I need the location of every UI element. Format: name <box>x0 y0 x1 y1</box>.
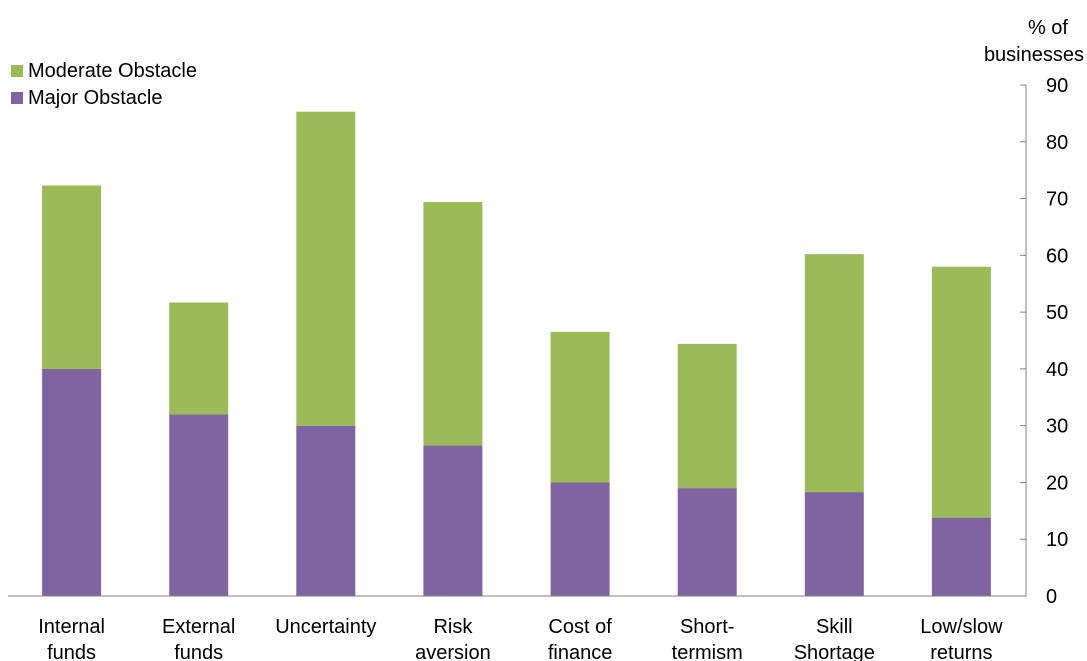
bar-major-obstacle-5 <box>677 488 737 596</box>
bar-moderate-obstacle-5 <box>677 343 737 489</box>
category-label-line: Shortage <box>794 642 875 661</box>
legend: Moderate Obstacle Major Obstacle <box>11 60 197 109</box>
bar-major-obstacle-0 <box>42 368 102 596</box>
y-tick-label-20: 20 <box>1046 472 1068 494</box>
bar-major-obstacle-1 <box>169 414 229 596</box>
y-tick-label-10: 10 <box>1046 529 1068 551</box>
category-label-4: Cost of finance <box>548 616 613 661</box>
category-label-line: Internal <box>38 616 105 638</box>
bar-moderate-obstacle-7 <box>931 266 991 518</box>
y-tick-label-40: 40 <box>1046 359 1068 381</box>
category-label-line: funds <box>174 642 223 661</box>
category-label-1: External funds <box>162 616 235 661</box>
category-label-line: funds <box>47 642 96 661</box>
category-label-line: External <box>162 616 235 638</box>
category-label-0: Internal funds <box>38 616 105 661</box>
category-label-5: Short-termism <box>672 616 743 661</box>
bar-moderate-obstacle-4 <box>550 332 610 483</box>
bar-major-obstacle-4 <box>550 482 610 596</box>
category-label-2: Uncertainty <box>275 616 376 638</box>
bar-major-obstacle-3 <box>423 445 483 596</box>
y-axis: 0 10 20 30 40 50 60 70 80 90 <box>8 75 1068 608</box>
category-label-line: Short- <box>680 616 734 638</box>
bars-layer <box>42 111 991 596</box>
y-tick-label-50: 50 <box>1046 302 1068 324</box>
category-label-line: Risk <box>433 616 473 638</box>
category-label-line: aversion <box>415 642 491 661</box>
category-label-line: Uncertainty <box>275 616 376 638</box>
category-label-line: returns <box>930 642 992 661</box>
bar-major-obstacle-2 <box>296 425 356 596</box>
y-tick-label-90: 90 <box>1046 75 1068 97</box>
category-label-6: Skill Shortage <box>794 616 875 661</box>
category-label-line: finance <box>548 642 613 661</box>
bar-moderate-obstacle-2 <box>296 111 356 426</box>
category-label-line: Low/slow <box>920 616 1003 638</box>
legend-label-major-obstacle: Major Obstacle <box>28 87 163 109</box>
bar-major-obstacle-7 <box>931 517 991 596</box>
y-tick-label-80: 80 <box>1046 132 1068 154</box>
y-tick-label-30: 30 <box>1046 416 1068 438</box>
y-tick-label-70: 70 <box>1046 189 1068 211</box>
category-label-7: Low/slow returns <box>920 616 1003 661</box>
legend-swatch-major-obstacle <box>11 92 23 104</box>
y-axis-unit-line-2: businesses <box>984 44 1084 66</box>
bar-moderate-obstacle-6 <box>804 254 864 493</box>
bar-moderate-obstacle-3 <box>423 202 483 446</box>
category-labels: Internal funds External funds Uncertainty Ris… <box>38 616 1003 661</box>
bar-major-obstacle-6 <box>804 492 864 596</box>
category-label-line: Skill <box>816 616 853 638</box>
legend-swatch-moderate-obstacle <box>11 65 23 77</box>
bar-moderate-obstacle-0 <box>42 185 102 369</box>
bar-moderate-obstacle-1 <box>169 302 229 415</box>
category-label-3: Risk aversion <box>415 616 491 661</box>
y-tick-label-0: 0 <box>1046 586 1057 608</box>
category-label-line: termism <box>672 642 743 661</box>
legend-label-moderate-obstacle: Moderate Obstacle <box>28 60 197 82</box>
category-label-line: Cost of <box>548 616 612 638</box>
y-axis-unit-line-1: % of <box>1028 17 1068 39</box>
y-tick-label-60: 60 <box>1046 245 1068 267</box>
